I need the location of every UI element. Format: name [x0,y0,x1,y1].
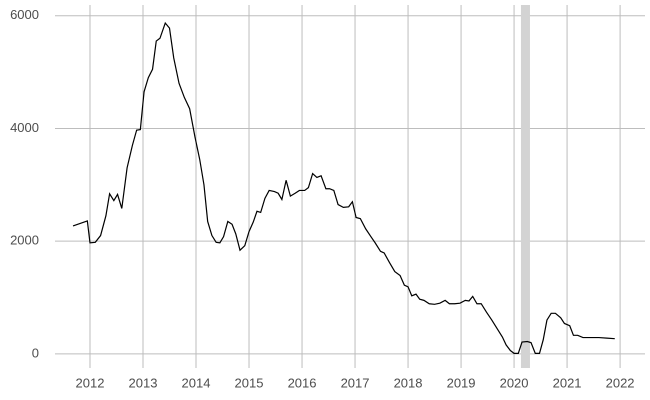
y-tick-label: 4000 [10,120,39,135]
x-tick-label: 2017 [341,375,370,390]
x-tick-label: 2020 [500,375,529,390]
y-tick-label: 2000 [10,233,39,248]
x-tick-label: 2012 [76,375,105,390]
x-tick-label: 2015 [235,375,264,390]
y-tick-label: 6000 [10,7,39,22]
x-tick-label: 2022 [606,375,635,390]
x-tick-label: 2018 [394,375,423,390]
series-line [72,21,615,354]
y-tick-label: 0 [32,345,39,360]
shaded-band [520,5,530,368]
x-tick-label: 2014 [182,375,211,390]
x-tick-label: 2013 [129,375,158,390]
x-tick-label: 2019 [447,375,476,390]
x-tick-label: 2016 [288,375,317,390]
x-tick-label: 2021 [553,375,582,390]
